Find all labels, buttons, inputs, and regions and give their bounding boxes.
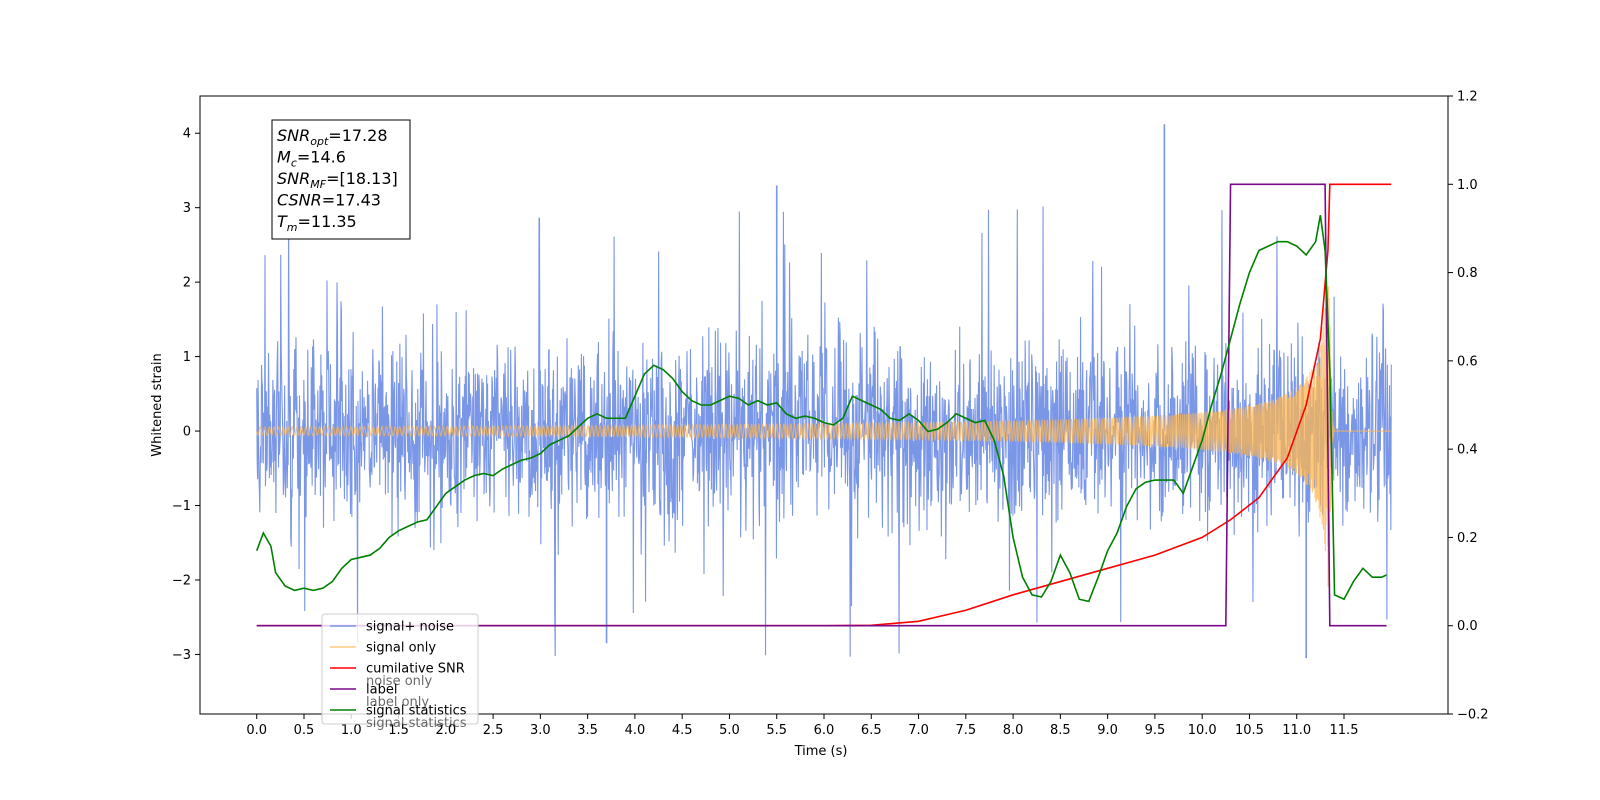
x-tick-label: 3.0 — [530, 723, 551, 738]
x-tick-label: 4.5 — [672, 723, 693, 738]
annotation-line: Mc=14.6 — [277, 148, 346, 170]
y-left-tick-label: −1 — [172, 499, 191, 514]
legend-ghost-label: label only — [366, 695, 429, 710]
x-tick-label: 3.5 — [577, 723, 598, 738]
legend-label: cumilative SNR — [366, 662, 465, 677]
y-right-tick-label: 1.2 — [1457, 90, 1478, 105]
annotation-line: CSNR=17.43 — [277, 191, 381, 210]
x-tick-label: 2.0 — [435, 723, 456, 738]
x-tick-label: 10.0 — [1188, 723, 1217, 738]
y-right-tick-label: 0.2 — [1457, 531, 1478, 546]
y-right-tick-label: −0.2 — [1457, 708, 1489, 723]
x-tick-label: 5.0 — [719, 723, 740, 738]
y-left-tick-label: 0 — [183, 425, 191, 440]
x-tick-label: 2.5 — [483, 723, 504, 738]
y-axis-left: −3 −2 −1 0 1 2 3 4 — [172, 127, 200, 663]
x-tick-label: 9.0 — [1097, 723, 1118, 738]
signal-only-series — [256, 286, 1392, 587]
x-tick-label: 0.0 — [246, 723, 267, 738]
y-left-tick-label: 3 — [183, 201, 191, 216]
y-left-tick-label: 1 — [183, 350, 191, 365]
annotation-frame — [271, 119, 411, 240]
x-tick-label: 7.0 — [908, 723, 929, 738]
legend-label: signal+ noise — [366, 620, 454, 635]
x-tick-label: 10.5 — [1235, 723, 1264, 738]
y-left-tick-label: 2 — [183, 276, 191, 291]
signal-noise-series — [256, 124, 1392, 659]
x-tick-label: 8.0 — [1003, 723, 1024, 738]
y-axis-label: Whitened strain — [150, 353, 165, 456]
y-left-tick-label: 4 — [183, 127, 191, 142]
label-line — [256, 183, 1387, 627]
y-right-tick-label: 0.0 — [1457, 619, 1478, 634]
signal-only-line — [256, 286, 1392, 587]
legend-label: signal only — [366, 641, 436, 656]
x-tick-label: 1.0 — [341, 723, 362, 738]
legend-label: signal statistics — [366, 704, 467, 719]
annotation-line: Tm=11.35 — [277, 212, 357, 234]
x-tick-label: 1.5 — [388, 723, 409, 738]
y-right-tick-label: 0.4 — [1457, 443, 1478, 458]
legend-frame — [321, 613, 479, 725]
legend-ghost-label: signal statistics — [366, 716, 467, 731]
legend-ghost-label: noise only — [366, 674, 433, 689]
annotation-box: SNRopt=17.28Mc=14.6SNRMF=[18.13]CSNR=17.… — [271, 119, 411, 240]
x-axis: 0.0 0.5 1.0 1.5 2.0 2.5 3.0 3.5 4.0 4.5 5.0 5.5 6.0 6… — [246, 714, 1358, 738]
x-tick-label: 7.5 — [955, 723, 976, 738]
right-axis-series — [255, 183, 1392, 627]
x-tick-label: 0.5 — [294, 723, 315, 738]
x-tick-label: 11.5 — [1330, 723, 1359, 738]
signal-noise-line — [256, 206, 1392, 657]
x-tick-label: 11.0 — [1282, 723, 1311, 738]
x-tick-label: 6.0 — [814, 723, 835, 738]
x-tick-label: 6.5 — [861, 723, 882, 738]
legend-label: label — [366, 683, 397, 698]
x-axis-label: Time (s) — [794, 744, 848, 759]
annotation-line: SNRopt=17.28 — [277, 126, 388, 148]
y-left-tick-label: −3 — [172, 648, 191, 663]
y-right-tick-label: 0.6 — [1457, 354, 1478, 369]
y-left-tick-label: −2 — [172, 573, 191, 588]
y-right-tick-label: 0.8 — [1457, 266, 1478, 281]
x-tick-label: 5.5 — [766, 723, 787, 738]
y-right-tick-label: 1.0 — [1457, 178, 1478, 193]
y-axis-right: −0.2 0.0 0.2 0.4 0.6 0.8 1.0 1.2 — [1448, 90, 1489, 723]
cumilative-snr-line — [256, 183, 1392, 627]
x-tick-label: 4.0 — [625, 723, 646, 738]
annotation-line: SNRMF=[18.13] — [277, 169, 398, 191]
x-tick-label: 9.5 — [1145, 723, 1166, 738]
signal-statistics-line — [255, 215, 1387, 603]
x-tick-label: 8.5 — [1050, 723, 1071, 738]
